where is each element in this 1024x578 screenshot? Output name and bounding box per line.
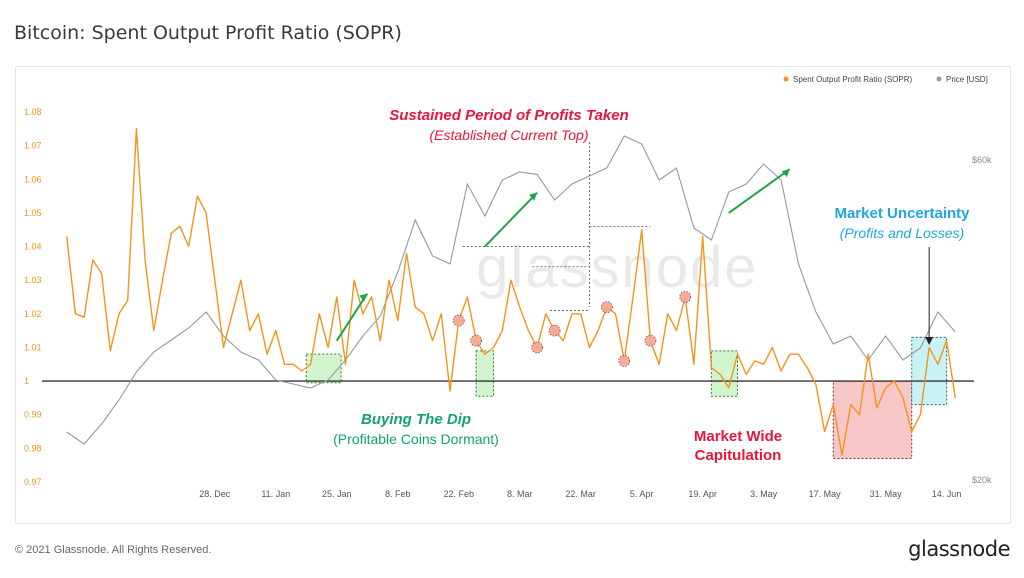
x-tick-label: 22. Feb xyxy=(443,489,474,499)
brand-logo: glassnode xyxy=(908,537,1010,561)
annotation-subtitle: (Profitable Coins Dormant) xyxy=(333,431,499,447)
chart-card: glassnode 0.97 0.98 0.99 1 1.01 1.02 1.03 1.04 1.… xyxy=(15,66,1011,524)
annotation-subtitle: (Established Current Top) xyxy=(429,127,588,143)
y-tick-label: 1.06 xyxy=(24,174,42,184)
copyright-text: © 2021 Glassnode. All Rights Reserved. xyxy=(15,544,212,556)
annotation-title: Sustained Period of Profits Taken xyxy=(389,107,629,124)
x-tick-label: 8. Mar xyxy=(507,489,533,499)
price-series-line xyxy=(66,135,956,445)
peak-marker xyxy=(531,341,544,354)
peak-marker xyxy=(679,291,692,303)
peak-marker xyxy=(644,334,657,347)
legend-swatch-price xyxy=(936,76,942,82)
y-tick-label: 1.02 xyxy=(24,309,42,319)
zone-capitulation xyxy=(832,380,913,459)
annotation-subtitle: (Profits and Losses) xyxy=(840,225,965,241)
peak-marker xyxy=(548,324,561,337)
legend-swatch-sopr xyxy=(783,76,789,82)
annotation-title: Market Uncertainty xyxy=(834,205,970,222)
annotation-subtitle: Capitulation xyxy=(695,447,782,464)
y-tick-label: 1.03 xyxy=(24,275,42,285)
annotation-title: Market Wide xyxy=(694,428,782,445)
uncertainty-arrow-head xyxy=(925,337,934,345)
x-tick-label: 31. May xyxy=(870,489,903,499)
green-arrow xyxy=(728,168,791,214)
y2-tick-label: $20k xyxy=(972,475,992,485)
x-tick-label: 3. May xyxy=(750,489,778,499)
y-tick-label: 1 xyxy=(24,376,29,386)
legend-label-price: Price [USD] xyxy=(946,75,988,84)
peak-marker xyxy=(470,334,483,347)
y2-tick-label: $60k xyxy=(972,155,992,165)
watermark-text: glassnode xyxy=(476,235,758,300)
sopr-series-line xyxy=(66,128,956,456)
y-tick-label: 1.05 xyxy=(24,208,42,218)
x-tick-label: 8. Feb xyxy=(385,489,411,499)
y-tick-label: 1.08 xyxy=(24,107,42,117)
x-tick-label: 22. Mar xyxy=(565,489,596,499)
peak-marker xyxy=(452,314,465,327)
y-tick-label: 1.07 xyxy=(24,141,42,151)
x-tick-label: 14. Jun xyxy=(932,489,962,499)
sopr-chart: glassnode 0.97 0.98 0.99 1 1.01 1.02 1.03 1.04 1.… xyxy=(24,75,992,499)
green-arrow xyxy=(335,293,369,342)
x-tick-label: 25. Jan xyxy=(322,489,352,499)
y-tick-label: 0.99 xyxy=(24,410,42,420)
green-arrow xyxy=(484,192,538,248)
peak-marker xyxy=(600,301,613,313)
peak-marker xyxy=(618,355,631,367)
annotation-title: Buying The Dip xyxy=(361,411,471,428)
page-title: Bitcoin: Spent Output Profit Ratio (SOPR… xyxy=(14,22,402,44)
y-tick-label: 1.04 xyxy=(24,242,42,252)
x-tick-label: 17. May xyxy=(809,489,842,499)
x-tick-label: 28. Dec xyxy=(199,489,231,499)
x-tick-label: 19. Apr xyxy=(688,489,717,499)
x-tick-label: 11. Jan xyxy=(261,489,290,499)
x-tick-label: 5. Apr xyxy=(630,489,654,499)
legend-label-sopr: Spent Output Profit Ratio (SOPR) xyxy=(793,75,912,84)
y-tick-label: 0.97 xyxy=(24,477,42,487)
green-arrow-head xyxy=(359,293,368,302)
zone-dip xyxy=(475,350,495,397)
green-arrow-head xyxy=(781,169,790,178)
zone-dip xyxy=(710,350,738,397)
y-tick-label: 0.98 xyxy=(24,443,42,453)
green-arrow-head xyxy=(529,192,538,201)
y-tick-label: 1.01 xyxy=(24,342,42,352)
